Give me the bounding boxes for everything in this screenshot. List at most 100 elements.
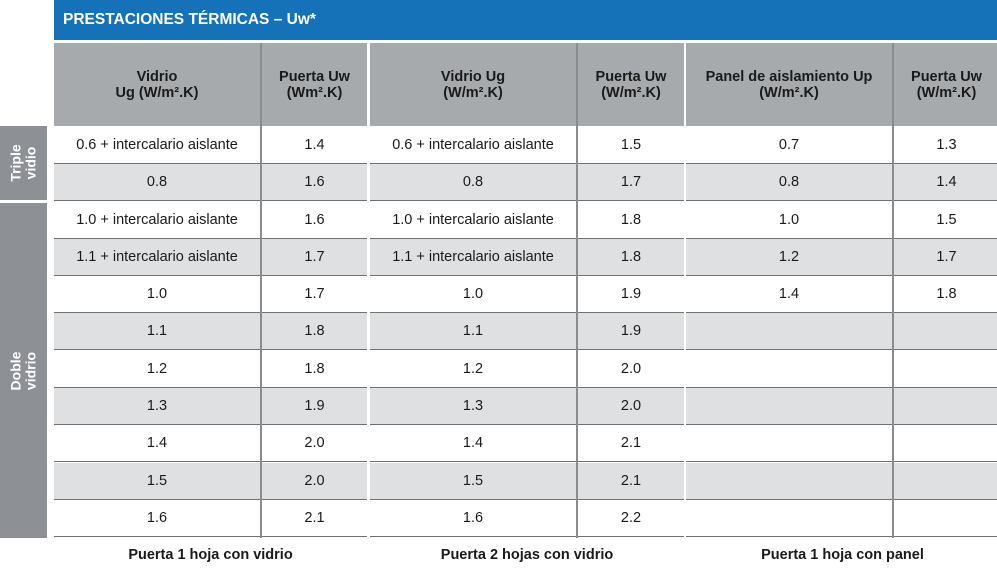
table-cell: 1.4	[686, 276, 892, 313]
table-row: 1.4 2.1	[370, 425, 684, 462]
table-cell	[894, 500, 997, 537]
table-cell: 0.8	[686, 164, 892, 201]
table-cell: 1.5	[370, 463, 576, 500]
table-2: Vidrio Ug (W/m².K) Puerta Uw (W/m².K) 0.6 …	[370, 43, 684, 538]
table-cell: 2.0	[578, 388, 684, 425]
table-3: Panel de aislamiento Up (W/m².K) Puerta U…	[686, 43, 997, 538]
side-label-doble: Doble vidrio	[0, 203, 47, 538]
table-row: 1.2 2.0	[370, 351, 684, 388]
column-header: Vidrio Ug (W/m².K)	[54, 43, 260, 126]
table-row: 1.0 1.7	[54, 276, 367, 313]
table-row: 1.6 2.1	[54, 500, 367, 537]
side-label-triple: Triple vidio	[0, 126, 47, 200]
table-row	[686, 425, 997, 462]
column-header: Puerta Uw (W/m².K)	[578, 43, 684, 126]
table-cell	[894, 463, 997, 500]
table-cell: 1.4	[894, 164, 997, 201]
table-cell	[686, 313, 892, 350]
table-cell: 1.3	[370, 388, 576, 425]
table-cell	[894, 313, 997, 350]
table-cell: 1.8	[262, 351, 367, 388]
table-cell: 1.2	[54, 351, 260, 388]
table-cell	[686, 351, 892, 388]
table-cell: 1.5	[894, 202, 997, 239]
table-row: 1.1 + intercalario aislante 1.7	[54, 239, 367, 276]
table-row: 1.2 1.8	[54, 351, 367, 388]
side-label-triple-text: Triple vidio	[7, 144, 39, 182]
table-row: 1.5 2.1	[370, 463, 684, 500]
table-cell: 1.7	[262, 276, 367, 313]
table-title: PRESTACIONES TÉRMICAS – Uw*	[54, 0, 997, 40]
table-cell: 1.1	[370, 313, 576, 350]
table-row: 1.0 + intercalario aislante 1.6	[54, 202, 367, 239]
column-header: Panel de aislamiento Up (W/m².K)	[686, 43, 892, 126]
table-row: 1.0 1.9	[370, 276, 684, 313]
table-cell: 1.7	[578, 164, 684, 201]
table-row	[686, 388, 997, 425]
table-row: 1.3 1.9	[54, 388, 367, 425]
table-cell: 0.8	[370, 164, 576, 201]
table-caption: Puerta 1 hoja con panel	[761, 547, 924, 563]
table-cell: 1.4	[370, 425, 576, 462]
table-cell: 1.8	[262, 313, 367, 350]
table-cell	[686, 425, 892, 462]
side-label-doble-text: Doble vidrio	[7, 351, 39, 390]
table-cell: 1.4	[54, 425, 260, 462]
table-row: 1.0 1.5	[686, 202, 997, 239]
table-row: 1.6 2.2	[370, 500, 684, 537]
table-row: 1.4 1.8	[686, 276, 997, 313]
table-row: 0.8 1.4	[686, 164, 997, 201]
table-cell	[686, 500, 892, 537]
table-cell	[894, 425, 997, 462]
table-cell: 1.2	[686, 239, 892, 276]
table-cell: 1.8	[894, 276, 997, 313]
table-cell: 1.7	[894, 239, 997, 276]
table-cell: 1.6	[262, 164, 367, 201]
table-cell: 1.6	[262, 202, 367, 239]
table-cell: 1.5	[578, 127, 684, 164]
table-cell: 1.0 + intercalario aislante	[370, 202, 576, 239]
table-cell: 1.7	[262, 239, 367, 276]
table-row: 1.1 + intercalario aislante 1.8	[370, 239, 684, 276]
table-caption: Puerta 1 hoja con vidrio	[128, 547, 293, 563]
table-cell: 1.0	[686, 202, 892, 239]
table-cell: 0.6 + intercalario aislante	[54, 127, 260, 164]
table-cell: 1.9	[578, 313, 684, 350]
column-header: Puerta Uw (W/m².K)	[894, 43, 997, 126]
table-cell	[894, 351, 997, 388]
table-row: 1.2 1.7	[686, 239, 997, 276]
table-cell: 2.0	[262, 463, 367, 500]
table-row: 1.0 + intercalario aislante 1.8	[370, 202, 684, 239]
table-row: 1.1 1.8	[54, 313, 367, 350]
table-cell: 1.0	[370, 276, 576, 313]
table-cell: 2.2	[578, 500, 684, 537]
table-row	[686, 351, 997, 388]
column-divider	[260, 43, 262, 538]
table-cell: 1.9	[262, 388, 367, 425]
table-cell: 1.3	[894, 127, 997, 164]
column-header: Vidrio Ug (W/m².K)	[370, 43, 576, 126]
table-row	[686, 500, 997, 537]
table-cell: 1.1 + intercalario aislante	[54, 239, 260, 276]
table-row: 1.3 2.0	[370, 388, 684, 425]
table-cell	[686, 388, 892, 425]
table-cell: 0.8	[54, 164, 260, 201]
table-cell: 2.1	[578, 463, 684, 500]
table-cell: 1.2	[370, 351, 576, 388]
table-row: 0.6 + intercalario aislante 1.5	[370, 127, 684, 164]
table-row: 0.8 1.6	[54, 164, 367, 201]
table-cell: 1.5	[54, 463, 260, 500]
table-cell: 1.0 + intercalario aislante	[54, 202, 260, 239]
table-cell: 1.3	[54, 388, 260, 425]
table-row: 0.6 + intercalario aislante 1.4	[54, 127, 367, 164]
table-row: 0.7 1.3	[686, 127, 997, 164]
table-row: 1.4 2.0	[54, 425, 367, 462]
table-cell: 1.9	[578, 276, 684, 313]
table-cell: 1.8	[578, 202, 684, 239]
table-cell: 2.0	[578, 351, 684, 388]
table-cell: 2.1	[578, 425, 684, 462]
table-1: Vidrio Ug (W/m².K) Puerta Uw (Wm².K) 0.6 +…	[54, 43, 367, 538]
table-cell: 1.1	[54, 313, 260, 350]
table-caption: Puerta 2 hojas con vidrio	[440, 547, 614, 563]
column-header: Puerta Uw (Wm².K)	[262, 43, 367, 126]
